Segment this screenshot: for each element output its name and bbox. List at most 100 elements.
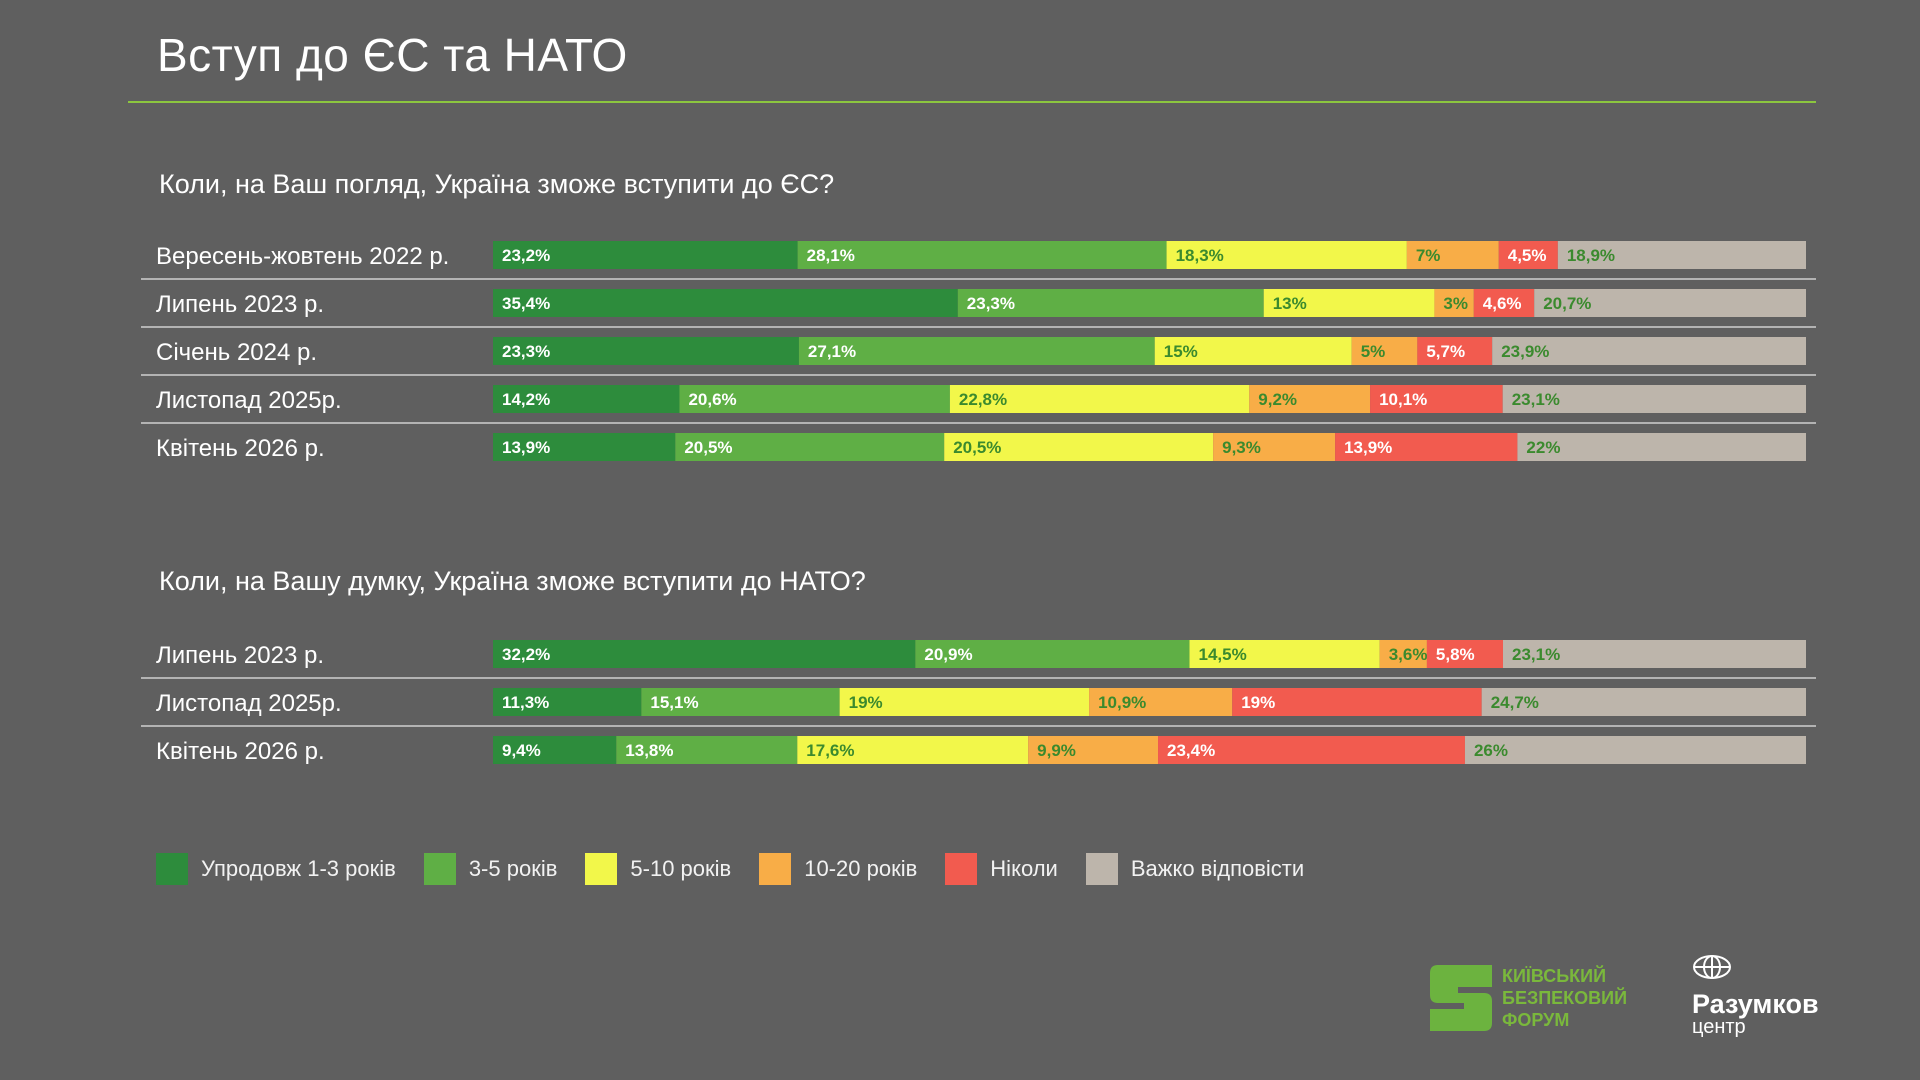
row-label: Квітень 2026 р. — [156, 435, 325, 462]
bar-segment — [493, 289, 958, 317]
kbf-logo-line: БЕЗПЕКОВИЙ — [1502, 988, 1628, 1008]
legend-label: 10-20 років — [804, 856, 918, 881]
bar-segment — [798, 337, 1155, 365]
nato-question: Коли, на Вашу думку, Україна зможе вступ… — [159, 566, 866, 596]
bar-segment — [1434, 289, 1474, 317]
row-label: Вересень-жовтень 2022 р. — [156, 243, 449, 270]
data-label: 15,1% — [650, 693, 698, 712]
data-label: 13% — [1273, 294, 1307, 313]
data-label: 14,5% — [1199, 645, 1247, 664]
data-label: 24,7% — [1491, 693, 1539, 712]
razumkov-logo: Разумков центр — [1692, 954, 1819, 1039]
legend-label: Важко відповісти — [1130, 856, 1305, 881]
bar-segment — [1154, 337, 1352, 365]
data-label: 4,6% — [1483, 294, 1522, 313]
bar-segment — [1166, 241, 1407, 269]
bar-segment — [493, 640, 916, 668]
legend-swatch — [423, 853, 456, 885]
data-label: 20,6% — [688, 390, 736, 409]
row-label: Липень 2023 р. — [156, 291, 324, 318]
bar-segment — [1498, 241, 1558, 269]
bar-segment — [915, 640, 1190, 668]
eu-question: Коли, на Ваш погляд, Україна зможе вступ… — [159, 169, 835, 199]
data-label: 10,9% — [1098, 693, 1146, 712]
legend-label: Ніколи — [990, 856, 1058, 881]
bar-segment — [944, 433, 1214, 461]
legend-item: Упродовж 1-3 років — [156, 853, 396, 885]
bar-segment — [1379, 640, 1427, 668]
bar-segment — [1158, 736, 1465, 764]
razumkov-name: Разумков — [1692, 989, 1819, 1019]
bar-segment — [1417, 337, 1493, 365]
bar-segment — [1028, 736, 1159, 764]
data-label: 23,3% — [967, 294, 1015, 313]
data-label: 13,9% — [502, 438, 550, 457]
legend-item: 5-10 років — [585, 853, 731, 885]
data-label: 23,9% — [1501, 342, 1549, 361]
legend-swatch — [1085, 853, 1118, 885]
data-label: 9,4% — [502, 741, 541, 760]
nato-chart: Липень 2023 р. 32,2% 20,9% 14,5% 3,6% 5,8% 23,… — [0, 632, 1920, 767]
bar-segment — [1263, 289, 1435, 317]
legend-item: 10-20 років — [759, 853, 917, 885]
legend-label: 3-5 років — [468, 856, 558, 881]
bar-segment — [1481, 688, 1806, 716]
bar-segment — [797, 241, 1167, 269]
bar-segment — [493, 736, 617, 764]
bar-segment — [1557, 241, 1806, 269]
legend-swatch — [945, 853, 978, 885]
bar-segment — [493, 385, 680, 413]
globe-icon — [1693, 955, 1731, 979]
data-label: 18,3% — [1176, 246, 1224, 265]
data-label: 22% — [1526, 438, 1560, 457]
legend-item: 3-5 років — [423, 853, 558, 885]
data-label: 15% — [1164, 342, 1198, 361]
razumkov-subtitle: центр — [1692, 1016, 1746, 1038]
legend-swatch — [585, 853, 618, 885]
legend-item: Ніколи — [945, 853, 1058, 885]
eu-chart-svg: Вересень-жовтень 2022 р. 23,2% 28,1% 18,3% 7… — [141, 241, 1816, 462]
bar-segment — [616, 736, 798, 764]
legend: Упродовж 1-3 років 3-5 років 5-10 років … — [156, 853, 1332, 885]
bar-segment — [1249, 385, 1371, 413]
data-label: 13,9% — [1344, 438, 1392, 457]
bar-segment — [1351, 337, 1418, 365]
row-label: Липень 2023 р. — [156, 642, 324, 669]
bar-segment — [1189, 640, 1380, 668]
nato-chart-svg: Липень 2023 р. 32,2% 20,9% 14,5% 3,6% 5,8% 23,… — [141, 640, 1816, 765]
bar-segment — [1232, 688, 1482, 716]
title-divider — [128, 101, 1816, 103]
row-label: Листопад 2025р. — [156, 387, 342, 414]
data-label: 19% — [1241, 693, 1275, 712]
legend-item: Важко відповісти — [1085, 853, 1305, 885]
data-label: 28,1% — [807, 246, 855, 265]
bar-segment — [1406, 241, 1499, 269]
data-label: 32,2% — [502, 645, 550, 664]
bar-segment — [1502, 385, 1806, 413]
row-label: Листопад 2025р. — [156, 690, 342, 717]
data-label: 5% — [1361, 342, 1386, 361]
data-label: 18,9% — [1567, 246, 1615, 265]
bar-segment — [797, 736, 1029, 764]
data-label: 20,5% — [953, 438, 1001, 457]
data-label: 23,1% — [1512, 645, 1560, 664]
bar-segment — [493, 433, 676, 461]
bar-segment — [493, 688, 642, 716]
row-label: Січень 2024 р. — [156, 339, 317, 366]
data-label: 23,1% — [1512, 390, 1560, 409]
bar-segment — [1473, 289, 1535, 317]
data-label: 9,2% — [1258, 390, 1297, 409]
kbf-mark-icon — [1430, 965, 1492, 1031]
data-label: 26% — [1474, 741, 1508, 760]
data-label: 19% — [849, 693, 883, 712]
data-label: 9,3% — [1222, 438, 1261, 457]
data-label: 5,8% — [1436, 645, 1475, 664]
bar-segment — [1213, 433, 1336, 461]
legend-label: 5-10 років — [630, 856, 732, 881]
bar-segment — [641, 688, 840, 716]
data-label: 20,9% — [924, 645, 972, 664]
data-label: 13,8% — [625, 741, 673, 760]
data-label: 17,6% — [806, 741, 854, 760]
bar-segment — [675, 433, 945, 461]
eu-chart: Вересень-жовтень 2022 р. 23,2% 28,1% 18,3% 7… — [0, 233, 1920, 473]
